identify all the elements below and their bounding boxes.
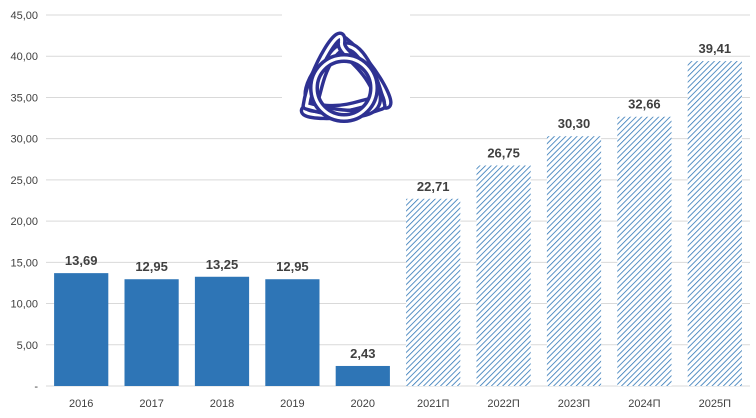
y-axis: - 5,00 10,00 15,00 20,00 25,00 30,00 35,00 40,00… xyxy=(10,10,38,393)
bar xyxy=(687,61,742,386)
data-label: 30,30 xyxy=(558,116,591,131)
y-tick-label: 10,00 xyxy=(10,299,38,311)
x-tick-label: 2023П xyxy=(558,398,590,410)
y-tick-label: 5,00 xyxy=(17,340,38,352)
x-tick-label: 2024П xyxy=(628,398,660,410)
y-tick-label: 25,00 xyxy=(10,175,38,187)
bar xyxy=(406,198,461,386)
x-tick-label: 2018 xyxy=(210,398,234,410)
y-tick-label: 30,00 xyxy=(10,134,38,146)
bar xyxy=(124,279,179,386)
x-tick-label: 2020 xyxy=(351,398,375,410)
triquetra-logo-icon xyxy=(282,6,410,132)
x-tick-label: 2016 xyxy=(69,398,93,410)
bar xyxy=(476,165,531,386)
x-tick-label: 2021П xyxy=(417,398,449,410)
data-label: 12,95 xyxy=(135,259,168,274)
y-tick-label: 20,00 xyxy=(10,216,38,228)
bar xyxy=(335,365,390,386)
x-tick-label: 2019 xyxy=(280,398,304,410)
x-tick-label: 2017 xyxy=(139,398,163,410)
bar xyxy=(265,279,320,386)
data-label: 26,75 xyxy=(487,145,520,160)
data-label: 39,41 xyxy=(699,41,732,56)
data-label: 13,69 xyxy=(65,253,98,268)
y-tick-label: 40,00 xyxy=(10,51,38,63)
logo-ring-inner xyxy=(312,56,376,120)
data-label: 12,95 xyxy=(276,259,309,274)
y-tick-label: - xyxy=(34,381,38,393)
x-tick-label: 2025П xyxy=(699,398,731,410)
logo-ring xyxy=(309,53,379,123)
bar xyxy=(54,273,109,386)
y-tick-label: 15,00 xyxy=(10,257,38,269)
data-label: 2,43 xyxy=(350,346,375,361)
x-axis: 2016 2017 2018 2019 2020 2021П 2022П 2023П 2024П… xyxy=(69,398,731,410)
bar xyxy=(617,116,672,386)
y-tick-label: 45,00 xyxy=(10,10,38,22)
data-label: 32,66 xyxy=(628,97,661,112)
x-tick-label: 2022П xyxy=(487,398,519,410)
bar xyxy=(546,136,602,386)
bars xyxy=(54,61,742,386)
data-label: 22,71 xyxy=(417,179,450,194)
data-label: 13,25 xyxy=(206,257,239,272)
bar xyxy=(194,276,250,386)
data-labels: 13,69 12,95 13,25 12,95 2,43 22,71 26,75 30,30 3… xyxy=(65,41,731,361)
y-tick-label: 35,00 xyxy=(10,92,38,104)
